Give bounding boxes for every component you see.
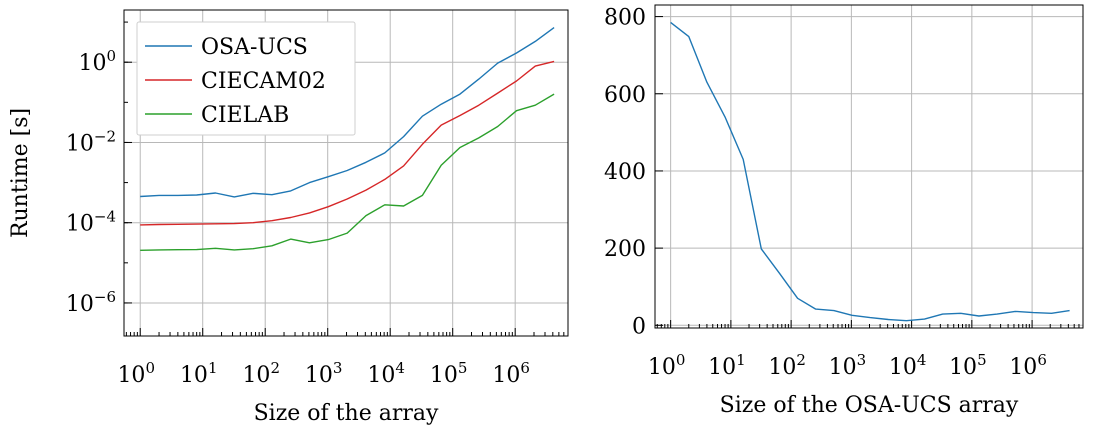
chart2-xtick-label-0-base: 10 [648, 355, 676, 380]
chart1-ytick-label-1-exponent: −4 [94, 208, 116, 226]
chart1-xtick-label-4: 104 [367, 359, 405, 388]
chart1-xtick-label-6-base: 10 [492, 363, 520, 388]
chart1-xtick-label-6: 106 [492, 359, 530, 388]
chart1-xtick-label-3-exponent: 3 [333, 359, 343, 377]
chart2-x-axis-label: Size of the OSA-UCS array [720, 393, 1019, 418]
chart2-xtick-label-5-exponent: 5 [977, 351, 987, 369]
chart2-xtick-label-6: 106 [1009, 351, 1047, 380]
chart2-xtick-label-4: 104 [889, 351, 927, 380]
chart1-xtick-label-2-exponent: 2 [270, 359, 280, 377]
chart1-legend-label-ciecam02: CIECAM02 [201, 69, 326, 94]
chart1-ytick-label-1-base: 10 [66, 212, 94, 237]
chart1-legend-label-cielab: CIELAB [201, 103, 289, 128]
chart1-plot-frame [123, 9, 569, 337]
chart2-xtick-label-0: 100 [648, 351, 686, 380]
chart2-xtick-label-3: 103 [829, 351, 867, 380]
chart1-xtick-label-1-exponent: 1 [208, 359, 218, 377]
chart1-ytick-label-3: 100 [78, 47, 116, 76]
chart1-xtick-label-2: 102 [242, 359, 280, 388]
chart1-xtick-label-4-base: 10 [367, 363, 395, 388]
chart2-xtick-label-3-exponent: 3 [857, 351, 867, 369]
chart1-series-ciecam02-line [140, 60, 555, 226]
chart2-xtick-label-5: 105 [949, 351, 987, 380]
chart1-ytick-label-2-base: 10 [66, 131, 94, 156]
chart2-ytick-label-0: 0 [632, 314, 646, 339]
chart1-ytick-label-0: 10−6 [66, 288, 116, 317]
chart2-xtick-label-1: 101 [708, 351, 746, 380]
chart1-y-axis-label: Runtime [s] [8, 108, 33, 238]
chart1-xtick-label-4-exponent: 4 [395, 359, 405, 377]
chart1-series-cielab-line [140, 93, 555, 251]
chart2-xtick-label-3-base: 10 [829, 355, 857, 380]
chart1-xtick-label-5: 105 [430, 359, 468, 388]
chart1-x-axis-label: Size of the array [254, 401, 439, 426]
chart1-xtick-label-2-base: 10 [242, 363, 270, 388]
chart1-xtick-label-0-base: 10 [117, 363, 145, 388]
chart2-ytick-label-4: 800 [604, 6, 646, 31]
chart1-ytick-label-1: 10−4 [66, 208, 116, 237]
chart1-xtick-label-0-exponent: 0 [145, 359, 155, 377]
chart1-xtick-label-0: 100 [117, 359, 155, 388]
chart1-xtick-label-6-exponent: 6 [520, 359, 530, 377]
chart2-plot-frame [654, 4, 1084, 329]
chart1-legend-box [136, 21, 356, 136]
chart2-xtick-label-2-base: 10 [768, 355, 796, 380]
chart2-xtick-label-1-base: 10 [708, 355, 736, 380]
chart1-legend: OSA-UCS CIECAM02 CIELAB [136, 21, 356, 136]
chart1-xtick-label-5-base: 10 [430, 363, 458, 388]
chart2-xtick-label-2-exponent: 2 [796, 351, 806, 369]
chart2-xtick-label-4-exponent: 4 [917, 351, 927, 369]
chart1-ytick-label-2-exponent: −2 [94, 127, 116, 145]
chart1-xtick-label-3: 103 [305, 359, 343, 388]
chart2-series-0-line [670, 21, 1070, 322]
chart1-ytick-label-0-exponent: −6 [94, 288, 116, 306]
chart2-xtick-label-6-base: 10 [1009, 355, 1037, 380]
chart1-ytick-label-2: 10−2 [66, 127, 116, 156]
chart1-ytick-label-3-exponent: 0 [106, 47, 116, 65]
chart2-xtick-label-2: 102 [768, 351, 806, 380]
chart1-xtick-label-3-base: 10 [305, 363, 333, 388]
chart1-xtick-label-5-exponent: 5 [458, 359, 468, 377]
chart1-ytick-label-0-base: 10 [66, 292, 94, 317]
chart2-xtick-label-5-base: 10 [949, 355, 977, 380]
chart2-plot [654, 4, 1084, 329]
chart1-legend-label-osa-ucs: OSA-UCS [201, 35, 308, 60]
chart2-xtick-label-6-exponent: 6 [1037, 351, 1047, 369]
chart1-ytick-label-3-base: 10 [78, 51, 106, 76]
chart2-ytick-label-2: 400 [604, 160, 646, 185]
chart1-series-osa-ucs-line [140, 27, 555, 198]
chart1-xtick-label-1-base: 10 [180, 363, 208, 388]
chart2-xtick-label-4-base: 10 [889, 355, 917, 380]
chart2-xtick-label-1-exponent: 1 [736, 351, 746, 369]
chart1-xtick-label-1: 101 [180, 359, 218, 388]
chart2-ytick-label-3: 600 [604, 83, 646, 108]
chart2-ytick-label-1: 200 [604, 237, 646, 262]
chart2-xtick-label-0-exponent: 0 [676, 351, 686, 369]
